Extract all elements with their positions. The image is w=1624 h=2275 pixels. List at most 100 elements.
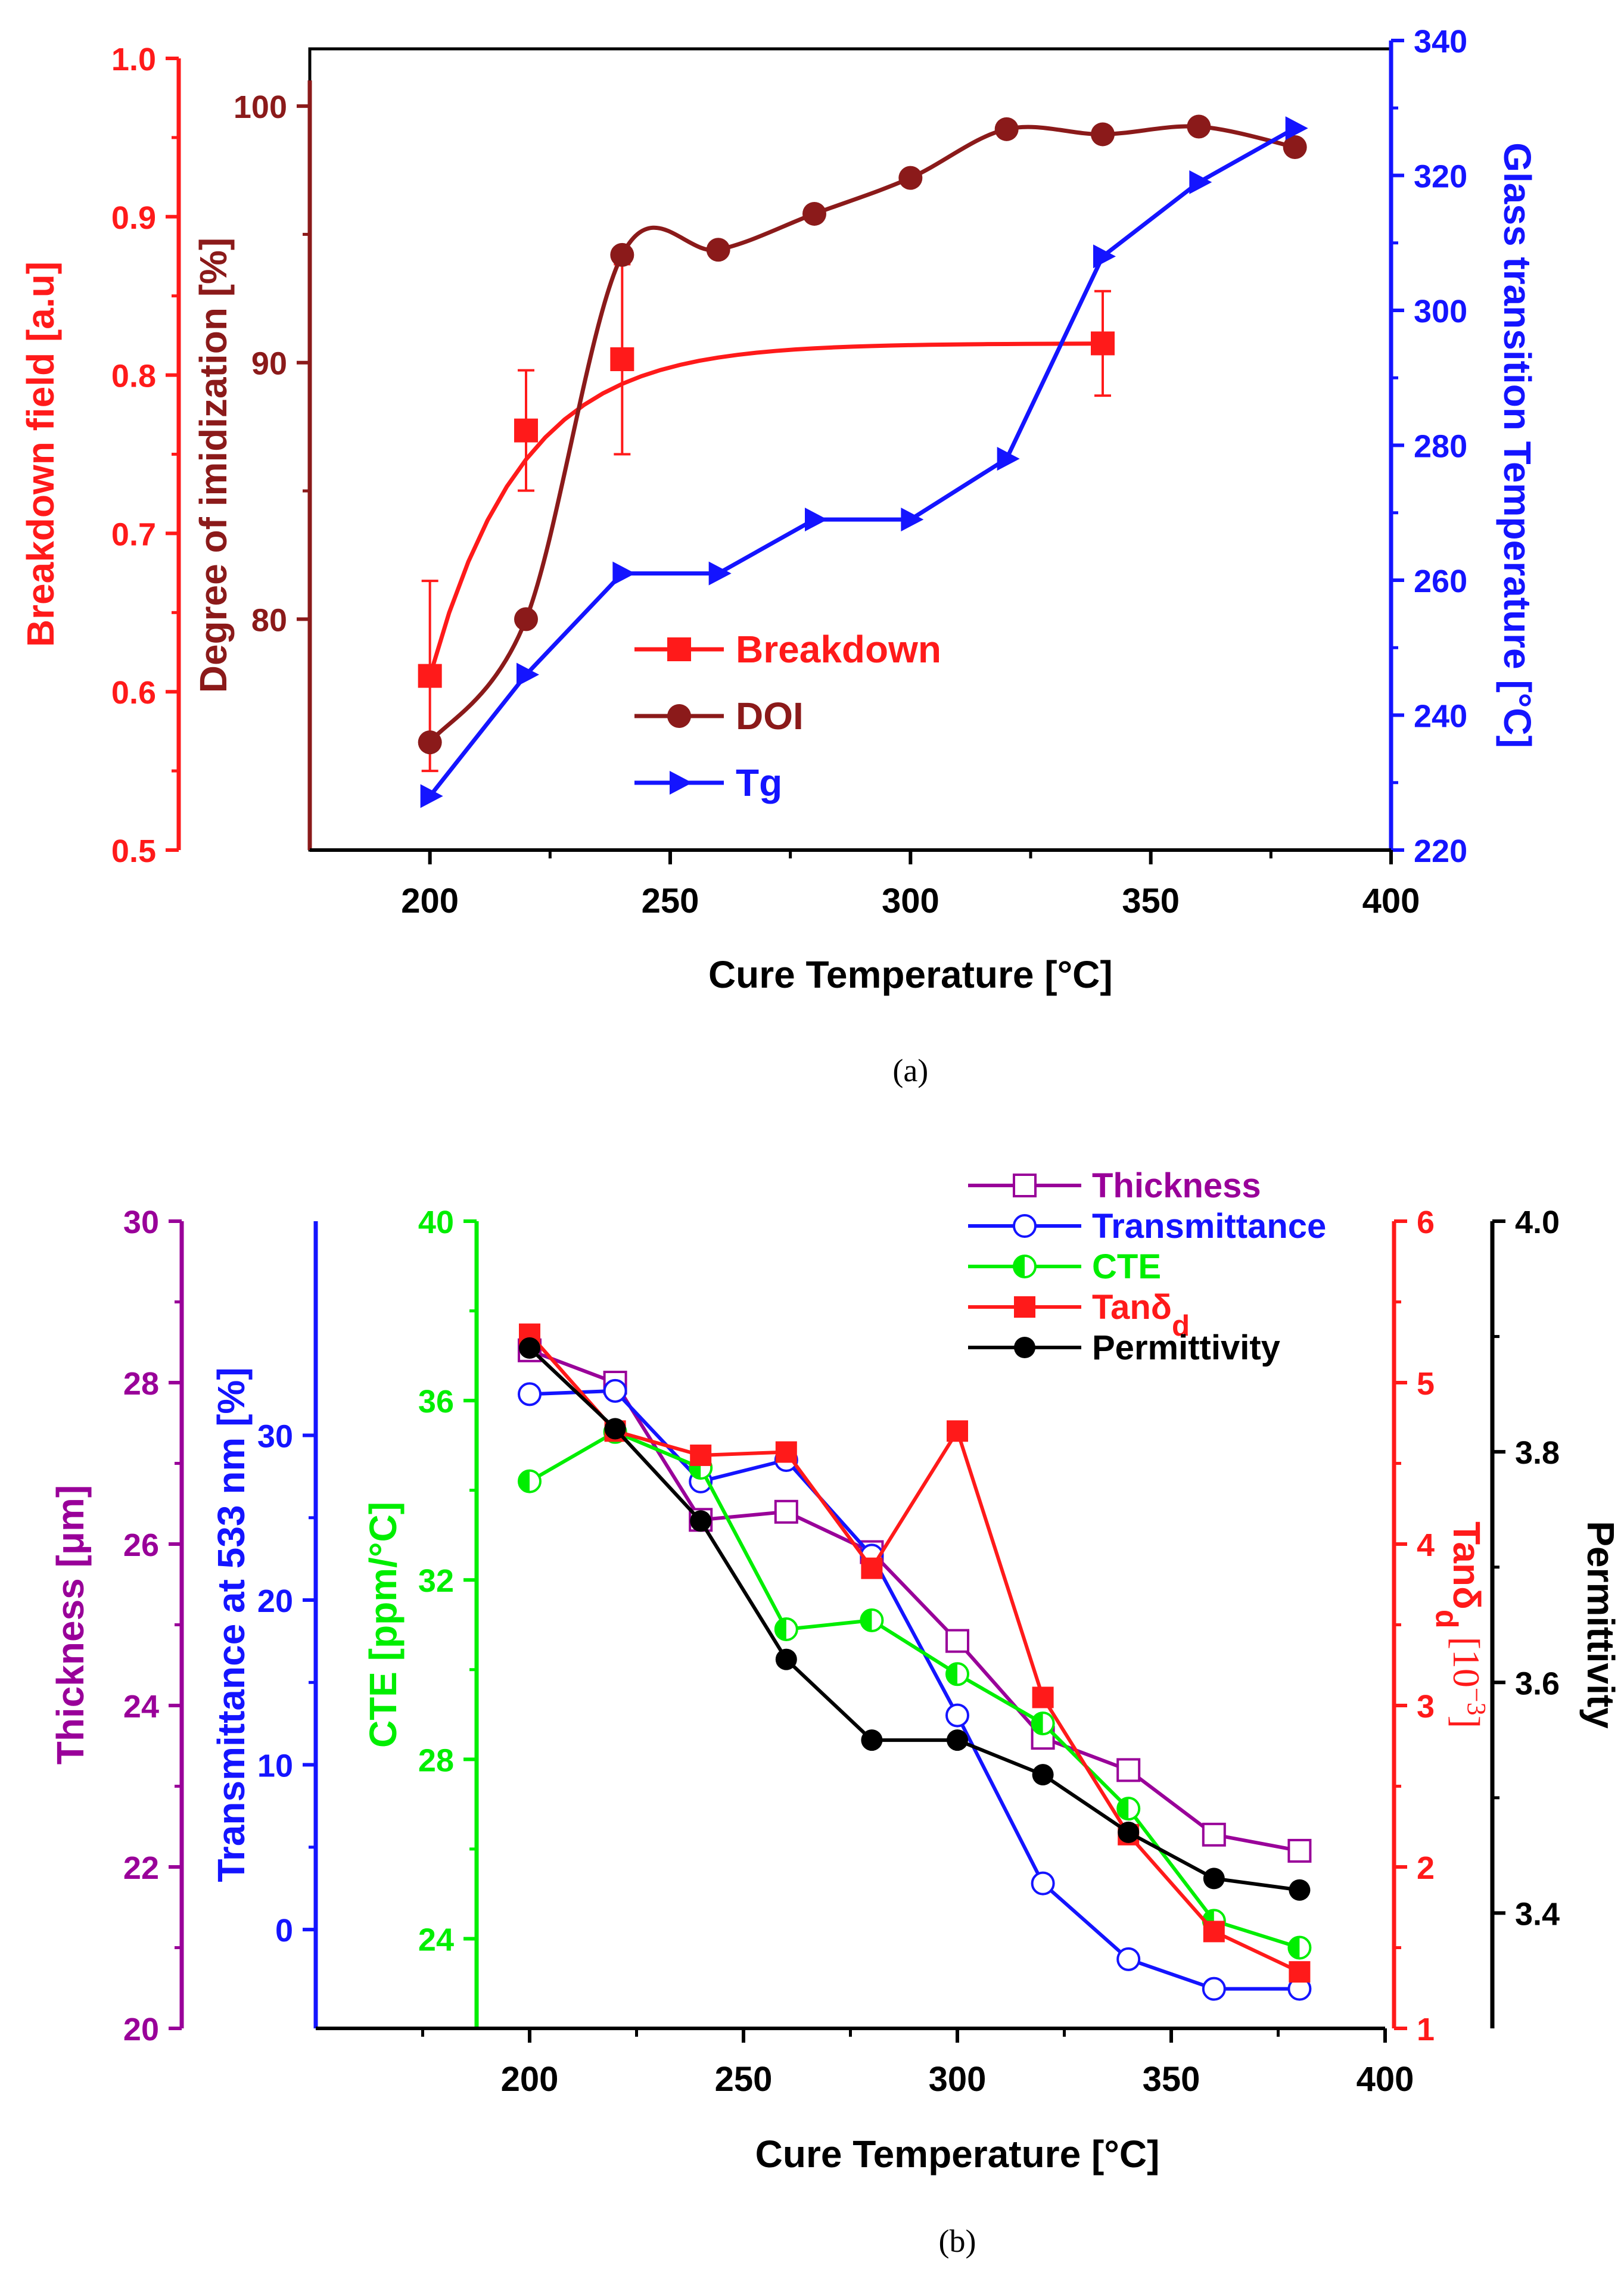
x-axis-title: Cure Temperature [°C]	[755, 2133, 1160, 2176]
legend: Breakdown DOI Tg	[634, 628, 941, 804]
axis-perm-tick-label: 3.4	[1515, 1896, 1560, 1932]
data-point-tg	[1093, 244, 1116, 269]
legend-label-sub: d	[1172, 1309, 1190, 1342]
axis-tg: 220 240 260 280 300 320 340 Glass transition Te…	[1389, 24, 1539, 869]
data-point-breakdown	[418, 664, 442, 688]
x-axis-tick-label: 300	[882, 882, 939, 920]
data-point-transmittance	[945, 1703, 969, 1728]
axis-title-unit: [10	[1445, 1637, 1488, 1688]
axis-doi-tick-label: 80	[251, 602, 287, 638]
axis-th-tick-label: 22	[123, 1850, 159, 1886]
axis-bd: 0.5 0.6 0.7 0.8 0.9 1.0 Breakdown field [a.u]	[19, 42, 181, 869]
data-point-doi	[610, 242, 634, 267]
axis-bd-tick-label: 0.7	[111, 516, 156, 552]
data-point-tg	[708, 561, 732, 586]
data-point-tanδd	[947, 1420, 968, 1442]
legend: ThicknessTransmittanceCTETanδdPermittivi…	[968, 1166, 1326, 1367]
axis-bd-tick-label: 0.6	[111, 675, 156, 711]
data-point-thickness	[1202, 1822, 1226, 1847]
data-point-tg	[1285, 116, 1308, 141]
data-point-doi	[1091, 122, 1115, 147]
data-point-cte-half	[519, 1470, 530, 1492]
axis-perm-tick-label: 4.0	[1515, 1205, 1560, 1240]
data-point-permittivity	[604, 1418, 626, 1440]
data-point-tanδd	[1032, 1686, 1054, 1708]
data-point-cte-half	[1289, 1937, 1300, 1959]
axis-cte-tick-label: 28	[418, 1742, 454, 1778]
legend-marker	[1014, 1296, 1035, 1318]
data-point-cte-half	[1032, 1713, 1043, 1735]
axis-tan-tick-label: 4	[1417, 1527, 1435, 1563]
legend-marker-half	[1014, 1256, 1025, 1277]
x-axis-tick-label: 350	[1122, 882, 1180, 920]
axis-tr-tick-label: 0	[275, 1913, 293, 1949]
axis-perm: 3.4 3.6 3.8 4.0 Permittivity	[1490, 1205, 1622, 2028]
axis-tr-tick-label: 30	[257, 1418, 293, 1454]
data-point-tanδd	[1203, 1921, 1225, 1943]
axis-th: 20 22 24 26 28 30 Thickness [μm]	[49, 1205, 184, 2047]
data-point-tg	[805, 508, 827, 532]
axis-bd-tick-label: 0.8	[111, 359, 156, 394]
chart-caption: (b)	[939, 2223, 976, 2259]
x-axis-tick-label: 300	[929, 2060, 987, 2099]
axis-doi-title: Degree of imidization [%]	[192, 238, 235, 693]
axis-tg-tick-label: 260	[1414, 564, 1467, 599]
legend-label: Tanδd	[1092, 1288, 1190, 1342]
axis-tan-tick-label: 6	[1417, 1205, 1435, 1240]
data-point-doi	[1187, 114, 1211, 139]
axis-doi: 80 90 100 Degree of imidization [%]	[192, 80, 312, 850]
axis-cte-tick-label: 40	[418, 1205, 454, 1240]
data-point-doi	[514, 607, 538, 631]
chart-caption: (a)	[892, 1053, 928, 1088]
data-point-tg	[612, 561, 636, 586]
axis-tan-tick-label: 2	[1417, 1850, 1435, 1886]
data-point-tg	[901, 508, 924, 532]
data-point-tanδd	[1289, 1961, 1311, 1983]
data-point-tanδd	[775, 1441, 797, 1463]
x-axis-tick-label: 250	[642, 882, 699, 920]
x-axis-tick-label: 400	[1362, 882, 1420, 920]
data-point-doi	[802, 201, 826, 226]
data-point-permittivity	[1118, 1821, 1140, 1843]
legend-marker	[1013, 1174, 1037, 1197]
axis-title-sub: d	[1429, 1610, 1464, 1629]
axis-title-close: ]	[1445, 1716, 1488, 1728]
data-point-cte	[774, 1617, 798, 1642]
data-point-thickness	[1287, 1838, 1312, 1863]
series-permittivity	[519, 1337, 1311, 1901]
legend-marker	[667, 637, 691, 661]
series-tg-line	[428, 126, 1296, 798]
axis-tg-tick-label: 320	[1414, 159, 1467, 195]
series-permittivity-line	[528, 1346, 1300, 1892]
data-point-cte	[945, 1662, 969, 1686]
axis-title-main: Tanδ	[1445, 1521, 1488, 1610]
axis-tan-title: Tanδd [10−3]	[1429, 1521, 1492, 1728]
series-cte-line	[528, 1430, 1301, 1950]
axis-tr-title: Transmittance at 533 nm [%]	[210, 1367, 253, 1882]
axis-tg-tick-label: 220	[1414, 833, 1467, 869]
axis-bd-tick-label: 0.5	[111, 833, 156, 869]
series-transmittance-line	[529, 1389, 1300, 1991]
data-point-permittivity	[1032, 1764, 1054, 1786]
legend-marker	[1013, 1214, 1037, 1238]
data-point-cte-half	[775, 1619, 786, 1641]
data-point-cte	[518, 1469, 542, 1493]
axis-doi-tick-label: 100	[234, 89, 287, 125]
axis-tg-tick-label: 240	[1414, 699, 1467, 735]
x-axis-title: Cure Temperature [°C]	[708, 953, 1113, 996]
data-point-breakdown	[1091, 331, 1115, 356]
axis-cte: 24 28 32 36 40 CTE [ppm/°C]	[362, 1205, 479, 2028]
series-breakdown	[418, 263, 1115, 773]
legend-label: DOI	[736, 695, 804, 737]
data-point-tg	[1189, 170, 1212, 194]
axis-tg-tick-label: 280	[1414, 429, 1467, 465]
data-point-tg	[997, 447, 1020, 471]
axis-tr-tick-label: 20	[257, 1583, 293, 1619]
x-axis-tick-label: 350	[1143, 2060, 1200, 2099]
data-point-permittivity	[1203, 1868, 1225, 1890]
legend-label: CTE	[1092, 1247, 1161, 1286]
data-point-transmittance	[518, 1382, 542, 1406]
data-point-permittivity	[775, 1648, 797, 1670]
